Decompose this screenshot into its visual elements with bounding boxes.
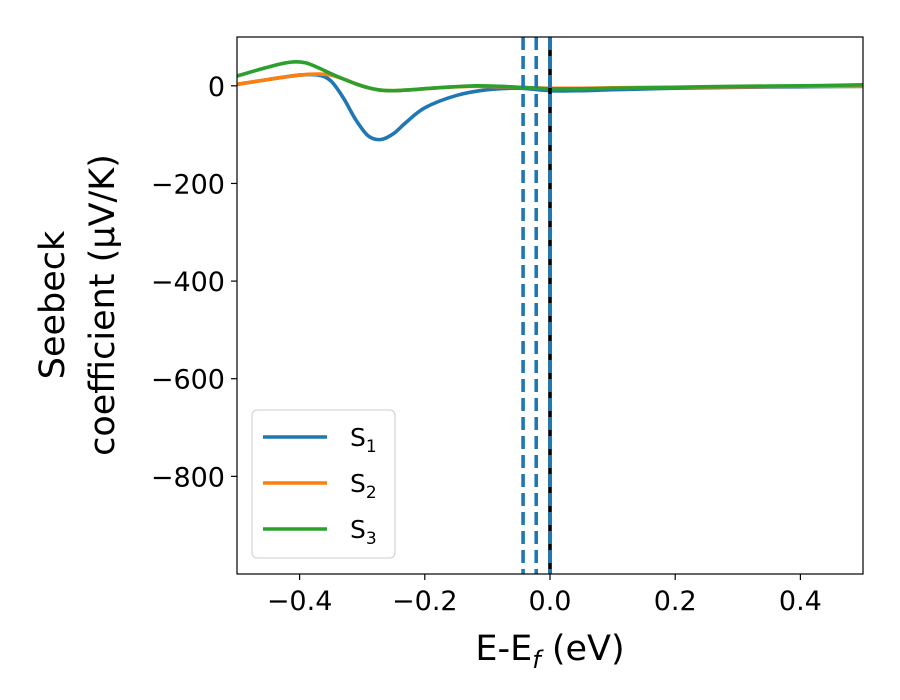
y-axis-label-line1: Seebeck — [33, 230, 73, 379]
x-axis-label: E-Ef (eV) — [475, 629, 624, 674]
x-tick-label: −0.4 — [267, 586, 333, 617]
y-axis: 0 −200 −400 −600 −800 — [151, 72, 237, 493]
series-layer — [237, 60, 863, 142]
legend-label-s1: S1 — [350, 423, 377, 457]
y-tick-label: 0 — [208, 72, 225, 103]
x-tick-label: 0.4 — [779, 586, 822, 617]
x-axis-label-base: E-E — [475, 629, 532, 669]
y-axis-label: Seebeck coefficient (μV/K) — [33, 154, 123, 456]
y-tick-label: −200 — [151, 169, 225, 200]
reference-lines-layer — [521, 37, 552, 574]
x-tick-label: −0.2 — [392, 586, 458, 617]
series-line-s3 — [237, 60, 863, 93]
y-axis-label-line2: coefficient (μV/K) — [83, 154, 123, 456]
legend-label-s3: S3 — [350, 515, 377, 549]
x-tick-label: 0.0 — [529, 586, 572, 617]
legend: S1 S2 S3 — [251, 409, 396, 559]
x-tick-label: 0.2 — [654, 586, 697, 617]
y-tick-label: −600 — [151, 365, 225, 396]
y-tick-label: −400 — [151, 267, 225, 298]
legend-label-s2: S2 — [350, 469, 377, 503]
x-axis: −0.4 −0.2 0.0 0.2 0.4 — [267, 574, 822, 617]
y-tick-label: −800 — [151, 462, 225, 493]
x-axis-label-unit: (eV) — [541, 629, 625, 669]
